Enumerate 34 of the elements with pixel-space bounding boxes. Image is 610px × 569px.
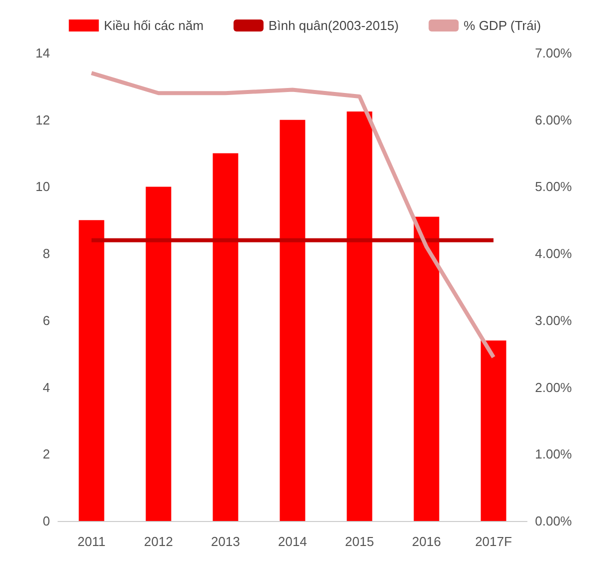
legend-label: Bình quân(2003-2015) — [268, 18, 399, 33]
bar — [146, 186, 172, 521]
bar — [280, 120, 306, 521]
y-tick-label: 4 — [42, 380, 50, 395]
x-tick-label: 2015 — [345, 534, 374, 549]
y2-tick-label: 1.00% — [535, 446, 572, 462]
y2-tick-label: 3.00% — [535, 312, 572, 328]
legend-label: % GDP (Trái) — [464, 18, 541, 33]
y-tick-label: 0 — [42, 514, 50, 528]
y2-tick-label: 5.00% — [535, 179, 572, 194]
bar — [480, 340, 506, 521]
x-tick-label: 2016 — [412, 534, 441, 549]
y-tick-label: 14 — [36, 46, 50, 60]
y2-tick-label: 4.00% — [535, 246, 572, 262]
x-tick-label: 2011 — [78, 534, 106, 549]
legend-label: Kiều hối các năm — [104, 18, 204, 33]
line-series — [90, 71, 496, 360]
y2-tick-label: 6.00% — [535, 112, 572, 128]
x-tick-label: 2013 — [211, 534, 240, 549]
y-tick-label: 8 — [42, 246, 50, 262]
bar — [414, 216, 440, 521]
y-tick-label: 6 — [42, 312, 50, 328]
bar — [212, 153, 238, 521]
y2-tick-label: 7.00% — [535, 46, 572, 60]
bar — [346, 112, 372, 521]
y2-tick-label: 2.00% — [535, 380, 572, 395]
y-tick-label: 10 — [36, 179, 50, 194]
y-tick-label: 12 — [36, 112, 50, 128]
bar — [78, 220, 104, 521]
x-tick-label: 2014 — [278, 534, 307, 549]
y-tick-label: 2 — [42, 446, 50, 462]
x-tick-label: 2017F — [475, 534, 512, 549]
y2-tick-label: 0.00% — [535, 514, 572, 528]
x-tick-label: 2012 — [144, 534, 173, 549]
